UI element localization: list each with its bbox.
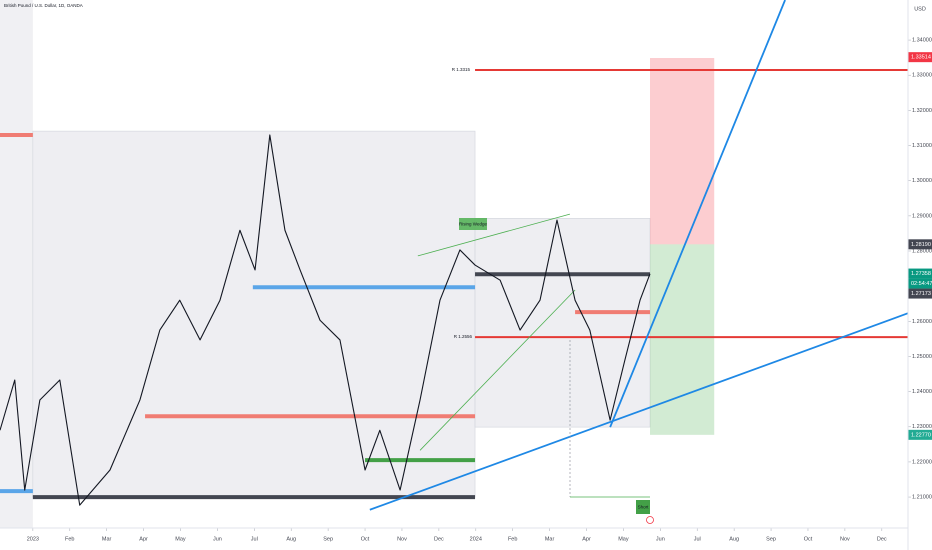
price-label-box (908, 268, 932, 279)
x-tick-label: Dec (434, 536, 444, 542)
countdown: 02:54:47 (911, 281, 932, 287)
y-tick-label: 1.29000 (912, 213, 932, 219)
x-tick-label: Jun (656, 536, 665, 542)
risk-zone (649, 58, 715, 245)
y-tick-label: 1.26000 (912, 319, 932, 325)
x-tick-label: Feb (508, 536, 517, 542)
x-tick-label: Nov (840, 536, 850, 542)
x-tick-label: Sep (766, 536, 776, 542)
trend-line (417, 213, 571, 257)
x-tick-label: Sep (323, 536, 333, 542)
price-line (0, 134, 651, 506)
price-label-box (908, 52, 932, 63)
countdown-box (908, 278, 932, 289)
trend-line (369, 312, 909, 511)
price-label-box (908, 429, 932, 440)
price-label-box (908, 239, 932, 250)
x-tick-label: May (618, 536, 629, 542)
x-tick-label: Aug (729, 536, 739, 542)
trend-line (609, 0, 786, 428)
y-tick-label: 1.22000 (912, 459, 932, 465)
session-shade (0, 0, 33, 528)
y-tick-label: 1.21000 (912, 495, 932, 501)
x-tick-label: Mar (102, 536, 112, 542)
y-tick-label: 1.28000 (912, 248, 932, 254)
x-tick-label: Jun (213, 536, 222, 542)
x-tick-label: Apr (139, 536, 148, 542)
y-tick-label: 1.25000 (912, 354, 932, 360)
annotation: R 1.2556 (454, 334, 473, 339)
y-tick-label: 1.32000 (912, 108, 932, 114)
x-tick-label: Dec (877, 536, 887, 542)
y-tick-label: 1.34000 (912, 38, 932, 44)
event-icon[interactable] (646, 516, 654, 524)
x-tick-label: Aug (286, 536, 296, 542)
x-tick-label: May (175, 536, 186, 542)
x-tick-label: Mar (545, 536, 555, 542)
x-tick-label: Nov (397, 536, 407, 542)
annotation: Short (638, 505, 650, 510)
x-tick-label: 2023 (27, 536, 39, 542)
x-tick-label: Jul (251, 536, 258, 542)
y-tick-label: 1.23000 (912, 424, 932, 430)
price-label: 1.28190 (911, 242, 931, 248)
annotation-box (459, 218, 487, 230)
price-label-box (908, 288, 932, 299)
range-box (474, 218, 651, 428)
y-tick-label: 1.24000 (912, 389, 932, 395)
annotation: Rising Wedge (459, 222, 487, 227)
y-tick-label: 1.31000 (912, 143, 932, 149)
price-label: 1.33514 (911, 55, 931, 61)
currency-label: USD (914, 6, 926, 12)
x-tick-label: 2024 (470, 536, 482, 542)
y-tick-label: 1.30000 (912, 178, 932, 184)
range-box (32, 130, 476, 498)
reward-zone (649, 244, 715, 435)
price-label: 1.27358 (911, 271, 931, 277)
x-tick-label: Feb (65, 536, 74, 542)
x-tick-label: Jul (694, 536, 701, 542)
chart-title: British Pound / U.S. Dollar, 1D, OANDA (4, 3, 83, 8)
x-tick-label: Oct (361, 536, 370, 542)
y-tick-label: 1.33000 (912, 73, 932, 79)
annotation-box (636, 500, 650, 514)
x-tick-label: Apr (582, 536, 591, 542)
price-label: 1.27173 (911, 291, 931, 297)
annotation: R 1.3315 (452, 67, 471, 72)
trend-line (419, 289, 576, 451)
x-tick-label: Oct (804, 536, 813, 542)
price-label: 1.22770 (911, 432, 931, 438)
